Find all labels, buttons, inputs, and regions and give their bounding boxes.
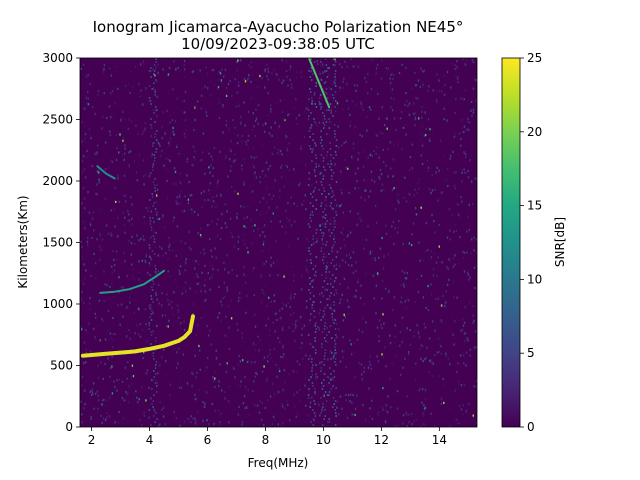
colorbar-tick-label: 25 (527, 51, 542, 65)
y-tick-label: 0 (65, 420, 73, 434)
y-tick-label: 500 (50, 359, 73, 373)
x-tick-label: 8 (262, 433, 270, 447)
y-tick-label: 1500 (42, 236, 73, 250)
colorbar (501, 57, 521, 428)
colorbar-tick-label: 5 (527, 346, 535, 360)
colorbar-tick-label: 10 (527, 272, 542, 286)
x-axis-label: Freq(MHz) (248, 456, 309, 470)
plot-background (80, 58, 477, 427)
x-tick-label: 14 (432, 433, 447, 447)
chart-subtitle: 10/09/2023-09:38:05 UTC (181, 35, 375, 53)
x-tick-label: 12 (374, 433, 389, 447)
x-tick-label: 2 (88, 433, 96, 447)
plot-area (80, 58, 477, 427)
colorbar-ticks: 0 5 10 15 20 25 (520, 51, 542, 434)
colorbar-tick-label: 15 (527, 199, 542, 213)
echo-trace-4 (307, 58, 331, 109)
x-axis-ticks: 2 4 6 8 10 12 14 (88, 427, 447, 447)
y-tick-label: 1000 (42, 297, 73, 311)
echo-trace-3 (96, 165, 116, 180)
y-tick-label: 2000 (42, 174, 73, 188)
y-axis-ticks: 0 500 1000 1500 2000 2500 3000 (42, 51, 80, 434)
x-tick-label: 10 (316, 433, 331, 447)
echo-trace-1 (80, 314, 195, 358)
y-axis-label: Kilometers(Km) (16, 195, 30, 288)
x-tick-label: 6 (204, 433, 212, 447)
echo-trace-2 (99, 269, 165, 294)
trace-layer (80, 58, 331, 358)
colorbar-tick-label: 0 (527, 420, 535, 434)
colorbar-tick-label: 20 (527, 125, 542, 139)
y-tick-label: 2500 (42, 113, 73, 127)
x-tick-label: 4 (146, 433, 154, 447)
y-tick-label: 3000 (42, 51, 73, 65)
chart-title: Ionogram Jicamarca-Ayacucho Polarization… (93, 18, 464, 36)
colorbar-label: SNR[dB] (553, 217, 567, 267)
noise-layer (80, 58, 477, 427)
